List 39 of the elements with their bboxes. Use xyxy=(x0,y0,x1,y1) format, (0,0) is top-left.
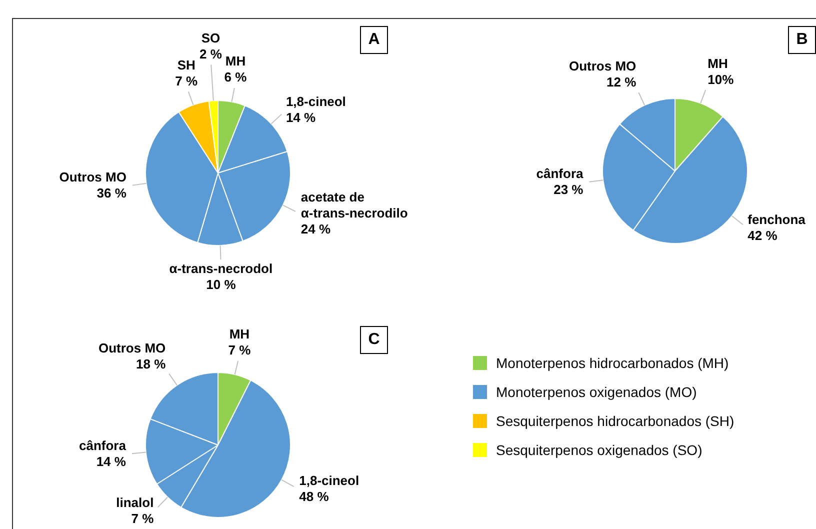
slice-label: linalol xyxy=(116,495,154,510)
data-label: 42 % xyxy=(748,228,778,243)
slice-label: cânfora xyxy=(536,166,584,182)
data-label: 6 % xyxy=(224,70,248,85)
category-label: Monoterpenos oxigenados (MO) xyxy=(496,384,697,400)
data-label: 7 % xyxy=(131,511,154,526)
category-label: Sesquiterpenos oxigenados (SO) xyxy=(496,442,702,458)
slice-label: 1,8-cineol xyxy=(299,473,360,488)
data-label: 10 % xyxy=(206,277,236,292)
data-label: 24 % xyxy=(300,222,331,237)
slice-label: acetate de α-trans-necrodilo xyxy=(300,190,408,221)
slice-label: 1,8-cineol xyxy=(286,94,346,109)
data-label: 48 % xyxy=(299,489,330,504)
slice-label: MH xyxy=(708,56,728,72)
slice-label: Outros MO xyxy=(568,58,636,74)
data-label: 14 % xyxy=(96,454,126,469)
chart-title: B xyxy=(788,26,816,54)
data-label: 7 % xyxy=(175,74,198,89)
slice-label: Outros MO xyxy=(59,170,126,185)
data-label: 23 % xyxy=(554,182,584,198)
slice-label: SH xyxy=(177,58,196,73)
slice-label: MH xyxy=(229,326,250,342)
data-label: 18 % xyxy=(136,356,166,372)
chart-title: A xyxy=(360,26,388,54)
category-label: Monoterpenos hidrocarbonados (MH) xyxy=(496,354,729,370)
data-label: 7 % xyxy=(228,342,252,358)
slice-label: cânfora xyxy=(78,438,127,453)
chart-title: C xyxy=(360,326,388,354)
slice-label: MH xyxy=(225,54,246,69)
slice-label: SO xyxy=(201,30,220,46)
data-label: 2 % xyxy=(200,46,222,62)
data-label: 12 % xyxy=(606,74,637,90)
data-label: 36 % xyxy=(96,186,127,201)
data-label: 10% xyxy=(708,72,734,88)
data-label: 14 % xyxy=(286,110,316,125)
slice-label: Outros MO xyxy=(98,340,166,356)
slice-label: fenchona xyxy=(748,212,806,227)
slice-label: α-trans-necrodol xyxy=(169,261,273,276)
category-label: Sesquiterpenos hidrocarbonados (SH) xyxy=(496,412,734,428)
